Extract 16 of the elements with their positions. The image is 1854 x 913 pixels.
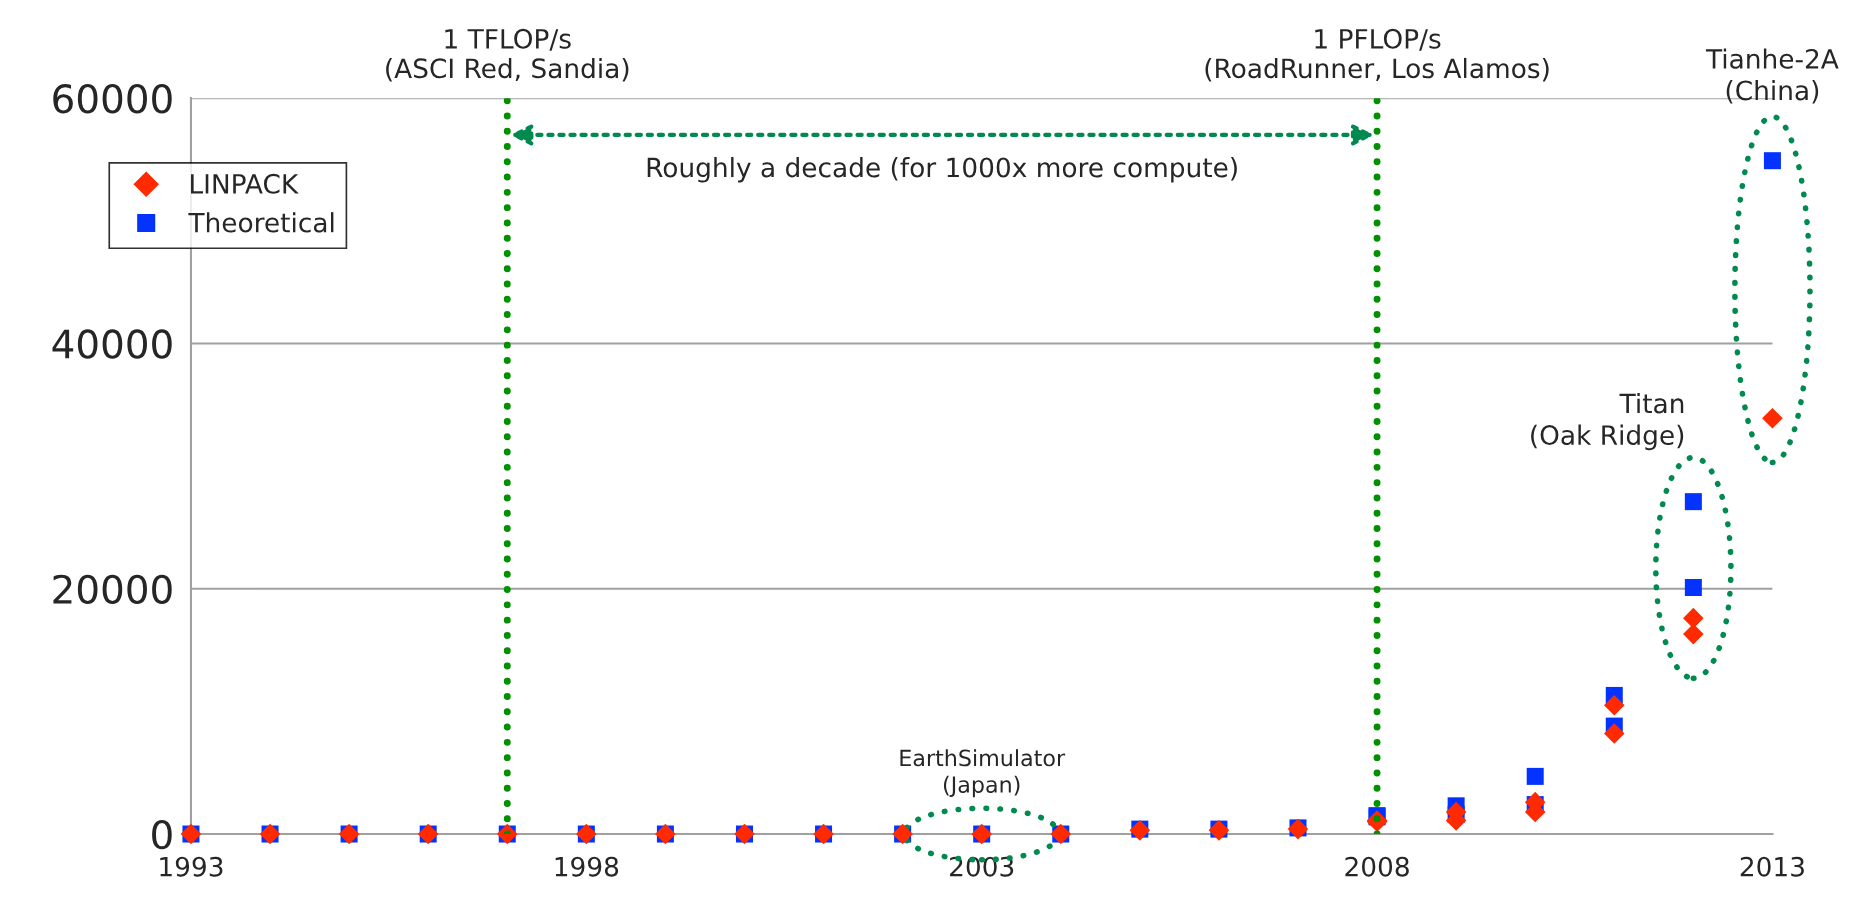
y-tick-label: 40000 (52, 329, 172, 359)
annotation: Titan (Oak Ridge) (1531, 393, 1684, 451)
y-tick-label: 20000 (53, 574, 172, 605)
annotation: EarthSimulator (Japan) (900, 749, 1066, 798)
ref-line-label: 1 PFLOP/s (RoadRunner, Los Alamos) (1205, 28, 1549, 82)
x-tick-label: 1998 (555, 856, 619, 877)
y-tick-label: 60000 (53, 84, 172, 114)
x-tick-label: 2008 (1345, 856, 1409, 877)
x-tick-label: 1993 (160, 856, 223, 877)
x-tick-label: 2013 (1740, 856, 1804, 877)
ref-line-label: 1 TFLOP/s (ASCI Red, Sandia) (386, 28, 629, 82)
legend-label: Theoretical (188, 212, 334, 233)
legend-label: LINPACK (191, 173, 299, 194)
annotation: Roughly a decade (for 1000x more compute) (647, 157, 1237, 183)
annotation: Tianhe-2A (China) (1705, 48, 1839, 104)
y-tick-label: 0 (152, 819, 172, 850)
